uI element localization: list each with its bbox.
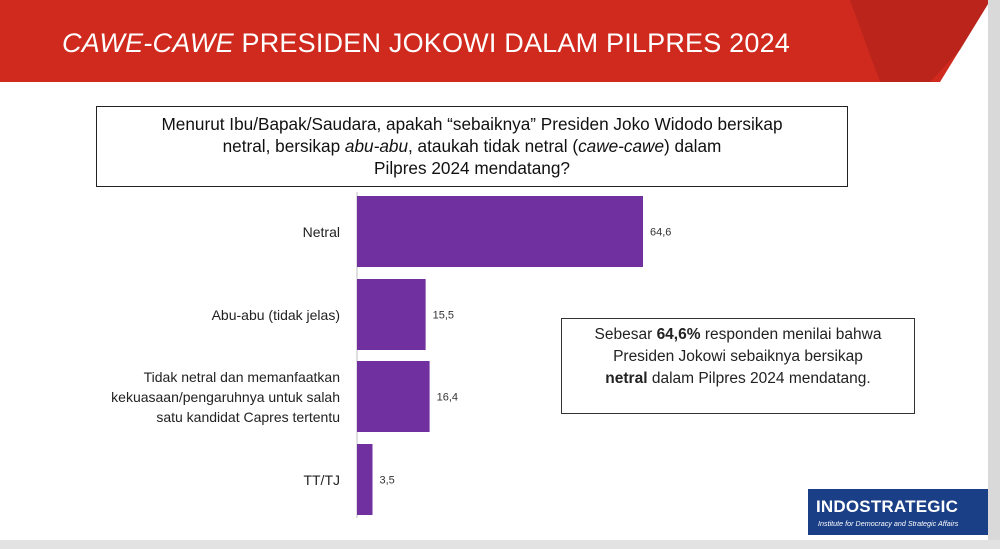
callout-highlight: netral: [605, 370, 648, 387]
callout-line-1: Sebesar 64,6% responden menilai bahwa: [562, 324, 914, 346]
page-title: CAWE-CAWE PRESIDEN JOKOWI DALAM PILPRES …: [62, 28, 790, 59]
title-rest: PRESIDEN JOKOWI DALAM PILPRES 2024: [233, 28, 791, 58]
question-text: ) dalam: [664, 136, 722, 156]
bar-0: [357, 196, 643, 267]
bar-3: [357, 444, 373, 515]
category-label-2: Tidak netral dan memanfaatkan kekuasaan/p…: [111, 367, 340, 427]
banner-shape: [0, 0, 988, 82]
category-label-line: kekuasaan/pengaruhnya untuk salah: [111, 388, 340, 405]
bar-2: [357, 361, 430, 432]
page-bottom-edge: [0, 540, 1000, 549]
title-italic: CAWE-CAWE: [62, 28, 234, 58]
category-label-3: TT/TJ: [303, 470, 340, 490]
bar-1: [357, 279, 426, 350]
value-label-0: 64,6: [650, 227, 671, 239]
question-text: netral, bersikap: [222, 136, 345, 156]
callout-text: dalam Pilpres 2024 mendatang.: [647, 370, 871, 387]
logo-name: INDOSTRATEGIC: [816, 497, 959, 516]
category-label-line: TT/TJ: [303, 471, 340, 488]
callout-line-2: Presiden Jokowi sebaiknya bersikap: [613, 348, 863, 365]
category-label-line: satu kandidat Capres tertentu: [156, 408, 340, 425]
category-label-0: Netral: [303, 222, 340, 242]
question-line-3: Pilpres 2024 mendatang?: [374, 158, 570, 178]
indostrategic-logo: INDOSTRATEGIC Institute for Democracy an…: [808, 489, 988, 535]
category-label-line: Netral: [302, 223, 340, 240]
category-label-line: Tidak netral dan memanfaatkan: [143, 368, 340, 385]
callout-line-3: netral dalam Pilpres 2024 mendatang.: [562, 368, 914, 390]
callout-text: Sebesar: [594, 326, 657, 343]
question-line-2: netral, bersikap abu-abu, ataukah tidak …: [97, 135, 847, 157]
banner-red-band: [0, 0, 988, 82]
category-label-1: Abu-abu (tidak jelas): [212, 305, 340, 325]
question-italic: cawe-cawe: [578, 136, 665, 156]
category-label-line: Abu-abu (tidak jelas): [211, 306, 340, 323]
question-text: , ataukah tidak netral (: [408, 136, 579, 156]
page-right-edge: [988, 0, 1000, 549]
question-box: Menurut Ibu/Bapak/Saudara, apakah “sebai…: [96, 106, 848, 187]
callout-highlight: 64,6%: [656, 326, 701, 343]
question-italic: abu-abu: [344, 136, 408, 156]
callout-text: responden menilai bahwa: [700, 326, 882, 343]
value-label-3: 3,5: [379, 475, 394, 487]
banner-shade: [850, 0, 988, 82]
question-line-1: Menurut Ibu/Bapak/Saudara, apakah “sebai…: [161, 114, 783, 134]
logo-tagline: Institute for Democracy and Strategic Af…: [818, 519, 959, 528]
bar-chart: 64,6 15,5 16,4 3,5: [356, 192, 671, 518]
value-label-1: 15,5: [433, 310, 454, 322]
title-banner: CAWE-CAWE PRESIDEN JOKOWI DALAM PILPRES …: [0, 0, 988, 82]
value-label-2: 16,4: [437, 392, 458, 404]
summary-callout: Sebesar 64,6% responden menilai bahwa Pr…: [561, 318, 915, 414]
